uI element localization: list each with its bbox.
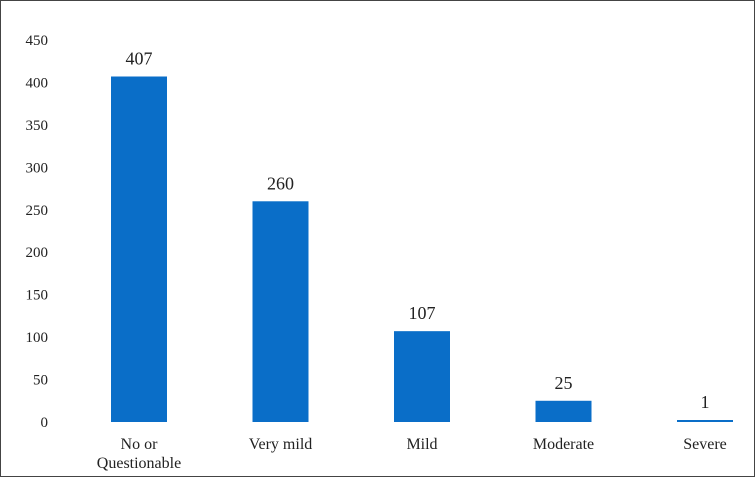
y-tick-label: 250 — [26, 203, 49, 219]
data-label: 407 — [126, 49, 153, 69]
y-axis-ticks: 0 50 100 150 200 250 300 350 400 450 — [26, 33, 49, 431]
x-tick-label: No or — [121, 436, 159, 453]
data-label: 260 — [267, 173, 294, 193]
data-label: 25 — [555, 373, 573, 393]
data-label: 107 — [409, 303, 436, 323]
y-tick-label: 50 — [33, 373, 48, 389]
x-tick-label: Questionable — [97, 455, 181, 472]
bar — [535, 400, 592, 422]
x-tick-label: Severe — [683, 436, 727, 453]
y-tick-label: 150 — [26, 288, 49, 304]
y-tick-label: 400 — [26, 75, 49, 91]
y-tick-label: 300 — [26, 160, 49, 176]
y-tick-label: 0 — [41, 415, 49, 431]
bars — [111, 76, 733, 422]
data-label: 1 — [701, 392, 710, 412]
x-tick-label: Mild — [406, 436, 437, 453]
x-tick-label: Moderate — [533, 436, 594, 453]
bar — [252, 201, 309, 422]
y-tick-label: 100 — [26, 330, 49, 346]
bar — [111, 76, 167, 422]
y-tick-label: 350 — [26, 118, 49, 134]
bar — [677, 420, 733, 422]
data-labels: 407 260 107 25 1 — [126, 49, 710, 412]
x-axis-labels: No or Questionable Very mild Mild Moderate Se… — [97, 436, 727, 472]
x-tick-label: Very mild — [249, 436, 313, 453]
y-tick-label: 450 — [26, 33, 49, 49]
y-tick-label: 200 — [26, 245, 49, 261]
bar — [394, 331, 450, 422]
